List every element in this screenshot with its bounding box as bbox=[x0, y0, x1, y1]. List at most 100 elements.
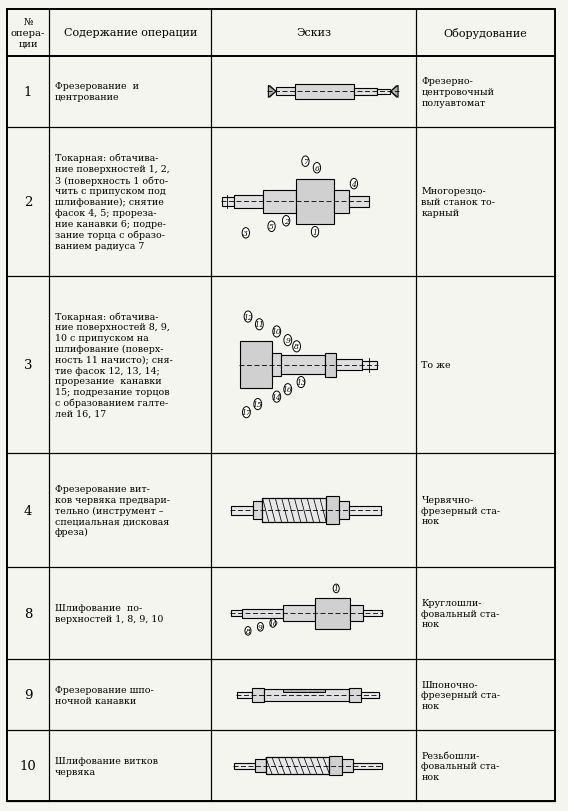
Circle shape bbox=[243, 407, 250, 418]
Bar bbox=[253, 501, 262, 520]
Text: То же: То же bbox=[421, 361, 451, 370]
Bar bbox=[234, 763, 254, 769]
Text: 9: 9 bbox=[258, 623, 263, 631]
Text: 1: 1 bbox=[334, 585, 339, 593]
Text: 14: 14 bbox=[272, 393, 282, 401]
Bar bbox=[353, 763, 382, 769]
Text: 3: 3 bbox=[243, 230, 248, 238]
Bar bbox=[296, 180, 334, 224]
Text: Червячно-
фрезерный ста-
нок: Червячно- фрезерный ста- нок bbox=[421, 496, 500, 526]
Bar bbox=[283, 605, 315, 621]
Circle shape bbox=[311, 227, 319, 238]
Bar bbox=[262, 499, 326, 522]
Text: Шлифование  по-
верхностей 1, 8, 9, 10: Шлифование по- верхностей 1, 8, 9, 10 bbox=[55, 603, 164, 623]
Text: Многорезцо-
вый станок то-
карный: Многорезцо- вый станок то- карный bbox=[421, 187, 495, 217]
Bar bbox=[231, 611, 242, 616]
Text: 4: 4 bbox=[24, 504, 32, 517]
Circle shape bbox=[244, 311, 252, 323]
Bar bbox=[276, 88, 295, 97]
Text: №
опера-
ции: № опера- ции bbox=[11, 18, 45, 49]
Text: 8: 8 bbox=[294, 343, 299, 351]
Text: Содержание операции: Содержание операции bbox=[64, 28, 197, 38]
Bar bbox=[377, 90, 390, 94]
Circle shape bbox=[313, 163, 320, 174]
Circle shape bbox=[302, 157, 309, 167]
Text: 10: 10 bbox=[268, 620, 278, 627]
Bar bbox=[349, 688, 361, 702]
Text: Фрезерно-
центровочный
полуавтомат: Фрезерно- центровочный полуавтомат bbox=[421, 77, 495, 107]
Text: 15: 15 bbox=[253, 401, 262, 409]
Text: 5: 5 bbox=[269, 223, 274, 231]
Bar bbox=[295, 85, 354, 100]
Bar bbox=[234, 196, 264, 208]
Bar bbox=[240, 342, 272, 388]
Bar bbox=[272, 354, 281, 377]
Text: Шпоночно-
фрезерный ста-
нок: Шпоночно- фрезерный ста- нок bbox=[421, 680, 500, 710]
Bar bbox=[363, 610, 382, 616]
Circle shape bbox=[245, 627, 251, 636]
Text: Эскиз: Эскиз bbox=[296, 28, 331, 38]
Bar bbox=[343, 759, 353, 772]
Text: Фрезерование  и
центрование: Фрезерование и центрование bbox=[55, 83, 139, 102]
Circle shape bbox=[284, 384, 292, 395]
Text: 9: 9 bbox=[24, 689, 32, 702]
Circle shape bbox=[242, 229, 249, 238]
Bar bbox=[339, 501, 349, 520]
Bar bbox=[252, 688, 265, 702]
Circle shape bbox=[284, 335, 292, 346]
Text: 12: 12 bbox=[243, 313, 253, 321]
Bar bbox=[281, 355, 325, 375]
Polygon shape bbox=[390, 86, 398, 98]
Circle shape bbox=[273, 327, 281, 337]
Text: Фрезерование вит-
ков червяка предвари-
тельно (инструмент –
специальная дискова: Фрезерование вит- ков червяка предвари- … bbox=[55, 484, 170, 537]
Text: Шлифование витков
червяка: Шлифование витков червяка bbox=[55, 756, 158, 775]
Bar bbox=[325, 353, 336, 377]
Bar bbox=[265, 689, 349, 701]
Bar bbox=[266, 757, 329, 775]
Text: 13: 13 bbox=[296, 379, 306, 387]
Text: 2: 2 bbox=[283, 217, 289, 225]
Text: 4: 4 bbox=[352, 180, 356, 188]
Circle shape bbox=[293, 341, 300, 353]
Text: 10: 10 bbox=[20, 759, 36, 772]
Text: 9: 9 bbox=[285, 337, 290, 345]
Bar bbox=[254, 759, 266, 772]
Bar bbox=[242, 609, 283, 618]
Bar bbox=[262, 499, 326, 522]
Circle shape bbox=[256, 320, 263, 330]
Text: 11: 11 bbox=[254, 321, 264, 329]
Bar bbox=[362, 362, 377, 369]
Bar bbox=[231, 506, 253, 515]
Bar bbox=[222, 198, 234, 207]
Bar bbox=[354, 89, 377, 96]
Bar bbox=[349, 197, 369, 208]
Bar bbox=[336, 360, 362, 371]
Text: 10: 10 bbox=[272, 328, 282, 336]
Text: Фрезерование шпо-
ночной канавки: Фрезерование шпо- ночной канавки bbox=[55, 685, 154, 705]
Bar bbox=[264, 191, 296, 213]
Bar bbox=[334, 191, 349, 214]
Bar bbox=[329, 756, 343, 775]
Text: 8: 8 bbox=[245, 627, 250, 635]
Circle shape bbox=[350, 179, 358, 190]
Text: 1: 1 bbox=[24, 86, 32, 99]
Bar bbox=[237, 692, 252, 698]
Text: Токарная: обтачива-
ние поверхностей 1, 2,
3 (поверхность 1 обто-
чить с припуск: Токарная: обтачива- ние поверхностей 1, … bbox=[55, 154, 170, 251]
Text: 3: 3 bbox=[24, 358, 32, 371]
Text: 7: 7 bbox=[303, 158, 308, 166]
Text: 1: 1 bbox=[312, 229, 318, 237]
Circle shape bbox=[297, 377, 305, 388]
Text: Оборудование: Оборудование bbox=[444, 28, 527, 39]
Bar bbox=[361, 692, 379, 698]
Text: 17: 17 bbox=[241, 409, 251, 417]
Bar bbox=[349, 506, 381, 515]
Circle shape bbox=[254, 399, 262, 410]
Bar bbox=[326, 496, 339, 525]
Text: Токарная: обтачива-
ние поверхностей 8, 9,
10 с припуском на
шлифование (поверх-: Токарная: обтачива- ние поверхностей 8, … bbox=[55, 311, 173, 418]
Text: 2: 2 bbox=[24, 195, 32, 208]
Circle shape bbox=[273, 392, 281, 403]
Text: 16: 16 bbox=[283, 386, 293, 393]
Circle shape bbox=[270, 619, 276, 628]
Circle shape bbox=[257, 623, 264, 631]
Text: 8: 8 bbox=[24, 607, 32, 620]
